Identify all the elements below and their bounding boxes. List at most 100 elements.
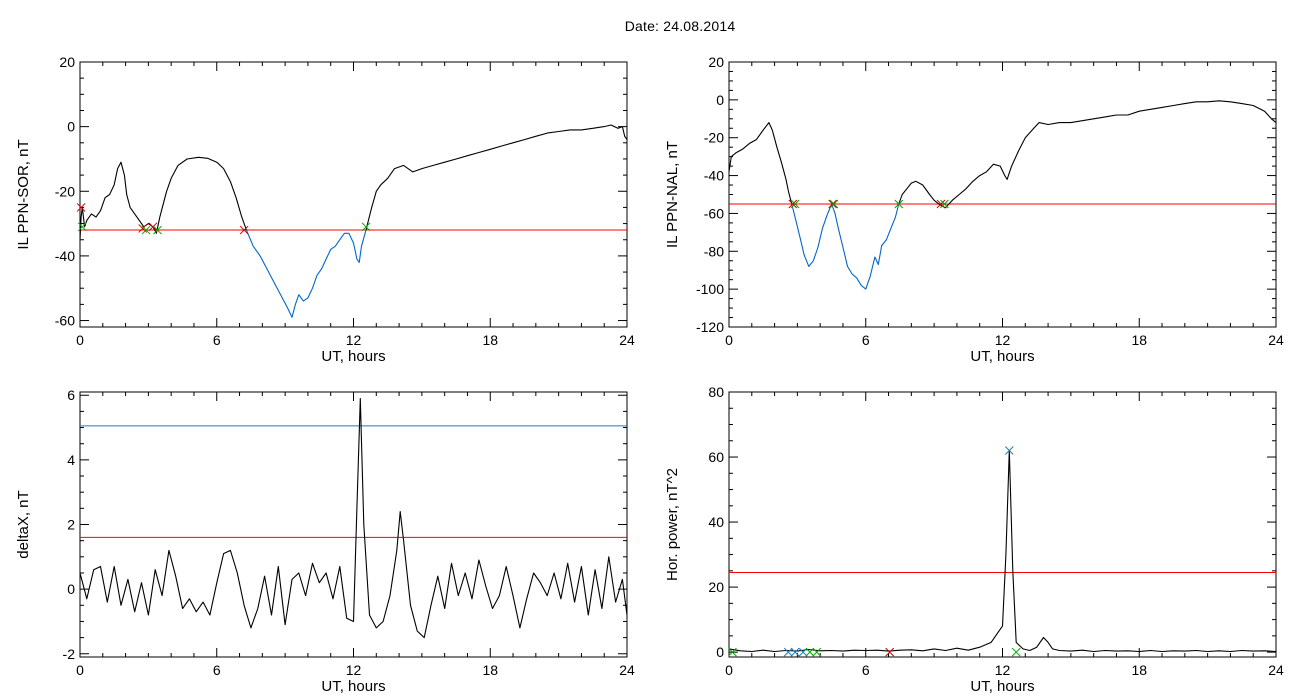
chart-hor-power-x-tick-label: 6: [862, 662, 870, 678]
chart-deltax-x-tick-label: 12: [346, 662, 362, 678]
chart-deltax-x-tick-label: 18: [482, 662, 498, 678]
chart-hor-power-series-line: [728, 449, 1277, 653]
chart-il-ppn-sor-marker-stroke: [361, 222, 371, 232]
chart-il-ppn-nal-series-line: [728, 122, 793, 205]
chart-il-ppn-nal-series-line: [898, 100, 1277, 209]
chart-il-ppn-nal-x-tick-label: 18: [1131, 332, 1147, 348]
chart-hor-power-marker: [1004, 446, 1014, 455]
chart-hor-power-xlabel: UT, hours: [970, 678, 1034, 695]
chart-il-ppn-sor-series-line: [365, 124, 628, 231]
chart-hor-power-marker-stroke: [790, 647, 800, 657]
chart-il-ppn-nal-marker: [936, 199, 946, 209]
chart-il-ppn-nal-marker: [940, 199, 949, 209]
chart-il-ppn-sor-marker: [77, 222, 87, 232]
chart-il-ppn-sor-x-tick-label: 0: [76, 332, 84, 348]
chart-il-ppn-nal-y-tick-label: -20: [704, 130, 724, 146]
chart-hor-power-marker: [885, 647, 895, 657]
chart-il-ppn-sor-marker: [148, 222, 158, 232]
chart-il-ppn-sor-marker: [76, 203, 86, 212]
chart-il-ppn-sor-y-tick-label: 20: [59, 54, 75, 70]
chart-hor-power-marker: [805, 647, 815, 657]
chart-il-ppn-nal-x-tick-label: 6: [862, 332, 870, 348]
chart-il-ppn-nal-xlabel: UT, hours: [970, 348, 1034, 365]
chart-hor-power-y-tick-label: 80: [708, 384, 724, 400]
chart-il-ppn-sor-marker: [141, 225, 151, 235]
chart-il-ppn-sor-x-tick-label: 6: [213, 332, 221, 348]
chart-il-ppn-sor-x-tick-label: 24: [619, 332, 635, 348]
chart-il-ppn-sor-y-tick-label: -20: [55, 183, 75, 199]
chart-il-ppn-nal-series-line: [791, 203, 900, 290]
chart-il-ppn-sor-marker-stroke: [138, 224, 148, 233]
chart-il-ppn-nal-marker-stroke: [940, 199, 949, 209]
chart-hor-power-marker: [812, 647, 822, 657]
chart-il-ppn-nal-marker: [828, 199, 838, 209]
chart-il-ppn-sor-frame: [79, 61, 628, 328]
chart-hor-power-marker-stroke: [885, 647, 895, 657]
chart-il-ppn-nal-y-tick-label: -60: [704, 205, 724, 221]
chart-deltax-series-line: [79, 397, 628, 639]
chart-deltax-y-tick-label: 2: [67, 517, 75, 533]
chart-il-ppn-sor-marker-stroke: [148, 222, 158, 232]
chart-hor-power-marker: [798, 647, 808, 657]
chart-il-ppn-nal-y-tick-label: 20: [708, 54, 724, 70]
chart-il-ppn-sor-x-tick-label: 12: [346, 332, 362, 348]
chart-il-ppn-sor-marker-stroke: [77, 222, 87, 232]
chart-il-ppn-nal-marker-stroke: [788, 199, 798, 209]
chart-il-ppn-sor-y-tick-label: -60: [55, 313, 75, 329]
chart-hor-power-marker-stroke: [1004, 446, 1014, 455]
chart-il-ppn-sor-y-tick-label: -40: [55, 248, 75, 264]
chart-deltax-x-tick-label: 24: [619, 662, 635, 678]
chart-hor-power-y-tick-label: 60: [708, 449, 724, 465]
chart-il-ppn-sor-marker: [361, 222, 371, 232]
chart-il-ppn-nal-y-tick-label: -80: [704, 243, 724, 259]
chart-hor-power-x-tick-label: 12: [995, 662, 1011, 678]
chart-il-ppn-sor-y-tick-label: 0: [67, 119, 75, 135]
chart-hor-power-marker: [790, 647, 800, 657]
chart-il-ppn-nal-x-tick-label: 24: [1268, 332, 1284, 348]
chart-il-ppn-nal-y-tick-label: -40: [704, 168, 724, 184]
chart-il-ppn-nal-marker: [894, 199, 904, 209]
chart-deltax-x-tick-label: 6: [213, 662, 221, 678]
chart-deltax-y-tick-label: -2: [63, 646, 76, 662]
chart-hor-power-marker: [1011, 647, 1021, 657]
chart-il-ppn-sor-marker-stroke: [76, 203, 86, 212]
chart-il-ppn-nal-y-tick-label: -120: [696, 319, 724, 335]
chart-il-ppn-sor-marker-stroke: [141, 225, 151, 235]
chart-il-ppn-nal-marker-stroke: [828, 199, 838, 209]
chart-hor-power-x-tick-label: 24: [1268, 662, 1284, 678]
chart-il-ppn-nal: 0 6 12 18 24 -120 -100 -80 -60 -40 -20 0 20 UT, hours…: [664, 54, 1284, 365]
chart-il-ppn-nal-y-tick-label: 0: [716, 92, 724, 108]
chart-il-ppn-nal-marker: [790, 199, 800, 209]
chart-il-ppn-sor-x-tick-label: 18: [482, 332, 498, 348]
chart-hor-power-marker: [783, 647, 793, 657]
chart-il-ppn-sor-series-line: [245, 229, 367, 318]
chart-hor-power-marker-stroke: [812, 647, 822, 657]
chart-il-ppn-sor-marker: [153, 225, 162, 235]
chart-il-ppn-sor-marker: [239, 225, 249, 235]
chart-il-ppn-nal-y-tick-label: -100: [696, 281, 724, 297]
chart-il-ppn-sor-marker-stroke: [153, 225, 162, 235]
chart-il-ppn-nal-x-tick-label: 0: [725, 332, 733, 348]
chart-il-ppn-nal-marker-stroke: [936, 199, 946, 209]
chart-hor-power-y-tick-label: 40: [708, 514, 724, 530]
chart-hor-power-y-tick-label: 20: [708, 579, 724, 595]
chart-il-ppn-nal-marker-stroke: [894, 199, 904, 209]
chart-hor-power-ylabel: Hor. power, nT^2: [664, 468, 681, 581]
chart-hor-power-x-tick-label: 0: [725, 662, 733, 678]
chart-hor-power-marker: [728, 647, 737, 657]
chart-il-ppn-nal-marker-stroke: [790, 199, 800, 209]
chart-il-ppn-sor-series-line: [79, 156, 247, 240]
chart-deltax-ylabel: deltaX, nT: [15, 490, 32, 558]
chart-il-ppn-nal-ylabel: IL PPN-NAL, nT: [664, 141, 681, 248]
chart-deltax-xlabel: UT, hours: [321, 678, 385, 695]
chart-il-ppn-nal-marker: [829, 199, 839, 209]
chart-hor-power-marker-stroke: [783, 647, 793, 657]
chart-il-ppn-nal-marker-stroke: [829, 199, 839, 209]
chart-il-ppn-nal-x-tick-label: 12: [995, 332, 1011, 348]
chart-deltax-x-tick-label: 0: [76, 662, 84, 678]
chart-hor-power-marker-stroke: [805, 647, 815, 657]
chart-deltax-y-tick-label: 6: [67, 387, 75, 403]
